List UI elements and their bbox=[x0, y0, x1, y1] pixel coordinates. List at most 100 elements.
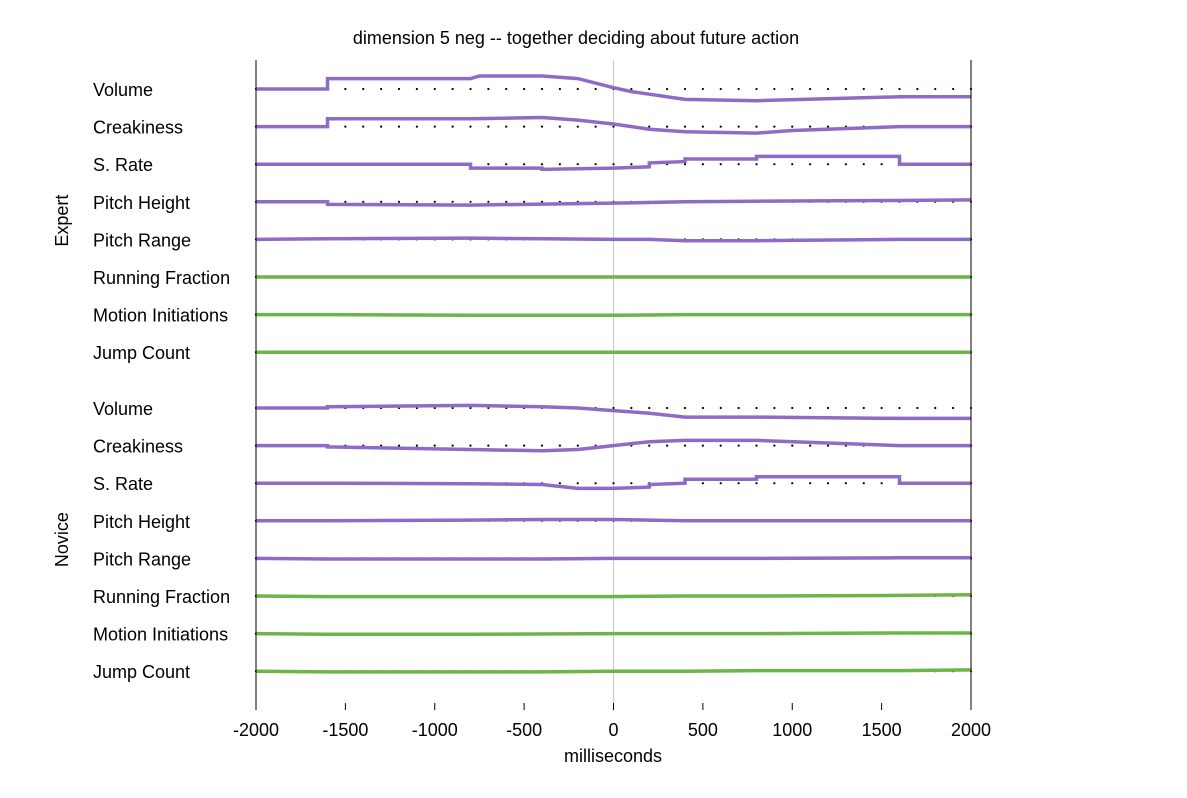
baseline-dot bbox=[362, 87, 365, 91]
series-line bbox=[255, 668, 972, 674]
baseline-dot bbox=[701, 482, 704, 485]
baseline-dot bbox=[648, 444, 651, 447]
baseline-dot bbox=[773, 163, 776, 166]
group-label: Expert bbox=[52, 195, 72, 247]
series-line bbox=[256, 312, 971, 318]
baseline-dot bbox=[612, 163, 615, 166]
baseline-dot bbox=[344, 200, 347, 203]
plot-area: Expert Volume Creakiness S. Rate Pitch Heigh… bbox=[52, 60, 991, 740]
baseline-dot bbox=[683, 444, 687, 447]
x-tick-label: 0 bbox=[608, 720, 618, 740]
baseline-dot bbox=[791, 163, 794, 166]
baseline-dot bbox=[666, 444, 669, 447]
baseline-dot bbox=[433, 200, 436, 203]
baseline-dot bbox=[844, 163, 847, 166]
baseline-dot bbox=[773, 125, 776, 128]
baseline-dot bbox=[683, 406, 687, 410]
baseline-dot bbox=[362, 200, 365, 203]
baseline-dot bbox=[916, 87, 919, 91]
baseline-dot bbox=[540, 125, 544, 128]
baseline-dot bbox=[523, 125, 526, 128]
baseline-dot bbox=[809, 87, 812, 91]
baseline-dot bbox=[594, 482, 597, 485]
baseline-dot bbox=[505, 444, 508, 447]
baseline-dot bbox=[540, 444, 544, 447]
baseline-dot bbox=[826, 87, 830, 91]
baseline-dot bbox=[809, 482, 812, 485]
x-tick-label: -1500 bbox=[322, 720, 368, 740]
baseline-dot bbox=[809, 125, 812, 128]
baseline-dot bbox=[594, 87, 597, 91]
baseline-dot bbox=[594, 163, 597, 166]
baseline-dot bbox=[737, 125, 740, 128]
baseline-dot bbox=[791, 406, 794, 410]
baseline-dot bbox=[540, 87, 544, 91]
baseline-dot bbox=[898, 406, 901, 410]
baseline-dot bbox=[826, 406, 830, 410]
group-label: Novice bbox=[52, 512, 72, 567]
baseline-dot bbox=[862, 482, 865, 485]
baseline-dot bbox=[362, 125, 365, 128]
baseline-dot bbox=[433, 444, 436, 447]
baseline-dot bbox=[773, 482, 776, 485]
series-line bbox=[256, 115, 971, 135]
baseline-dot bbox=[648, 406, 651, 410]
baseline-dot bbox=[683, 87, 687, 91]
baseline-dot bbox=[826, 125, 830, 128]
baseline-dot bbox=[451, 200, 454, 203]
baseline-dot bbox=[380, 125, 383, 128]
baseline-dot bbox=[630, 87, 633, 91]
baseline-dot bbox=[755, 87, 758, 91]
baseline-dot bbox=[934, 87, 937, 91]
baseline-dot bbox=[773, 444, 776, 447]
baseline-dot bbox=[451, 444, 454, 447]
baseline-dot bbox=[612, 482, 615, 485]
baseline-dot bbox=[397, 200, 401, 203]
track-label: Volume bbox=[93, 80, 153, 100]
series-line bbox=[255, 592, 972, 599]
baseline-dot bbox=[737, 163, 740, 166]
baseline-dot bbox=[773, 87, 776, 91]
baseline-dot bbox=[719, 87, 722, 91]
baseline-dot bbox=[344, 87, 347, 91]
baseline-dot bbox=[469, 200, 472, 203]
baseline-dot bbox=[791, 444, 794, 447]
baseline-dot bbox=[916, 406, 919, 410]
x-tick-label: 1500 bbox=[862, 720, 902, 740]
baseline-dot bbox=[719, 444, 722, 447]
baseline-dot bbox=[719, 125, 722, 128]
baseline-dot bbox=[755, 406, 758, 410]
x-tick-label: 500 bbox=[688, 720, 718, 740]
baseline-dot bbox=[952, 87, 955, 91]
baseline-dot bbox=[380, 200, 383, 203]
x-tick-label: 1000 bbox=[772, 720, 812, 740]
series-line bbox=[255, 556, 971, 561]
baseline-dot bbox=[415, 125, 418, 128]
baseline-dot bbox=[576, 482, 579, 485]
baseline-dot bbox=[648, 125, 651, 128]
track-label: S. Rate bbox=[93, 474, 153, 494]
baseline-dot bbox=[558, 125, 561, 128]
track-label: Running Fraction bbox=[93, 268, 230, 288]
baseline-dot bbox=[952, 406, 955, 410]
baseline-dot bbox=[880, 163, 883, 166]
x-tick-label: -2000 bbox=[233, 720, 279, 740]
baseline-dot bbox=[809, 163, 812, 166]
baseline-dot bbox=[773, 406, 776, 410]
baseline-dot bbox=[469, 87, 472, 91]
baseline-dot bbox=[505, 125, 508, 128]
baseline-dot bbox=[612, 125, 615, 128]
baseline-dot bbox=[451, 406, 454, 410]
baseline-dot bbox=[344, 125, 347, 128]
baseline-dot bbox=[755, 163, 758, 166]
baseline-dot bbox=[737, 406, 740, 410]
track-label: Pitch Height bbox=[93, 193, 190, 213]
chart-title: dimension 5 neg -- together deciding abo… bbox=[353, 28, 799, 48]
series-line bbox=[255, 236, 971, 243]
baseline-dot bbox=[862, 406, 865, 410]
baseline-dot bbox=[469, 406, 472, 410]
track-label: Running Fraction bbox=[93, 587, 230, 607]
baseline-dot bbox=[791, 125, 794, 128]
baseline-dot bbox=[809, 406, 812, 410]
